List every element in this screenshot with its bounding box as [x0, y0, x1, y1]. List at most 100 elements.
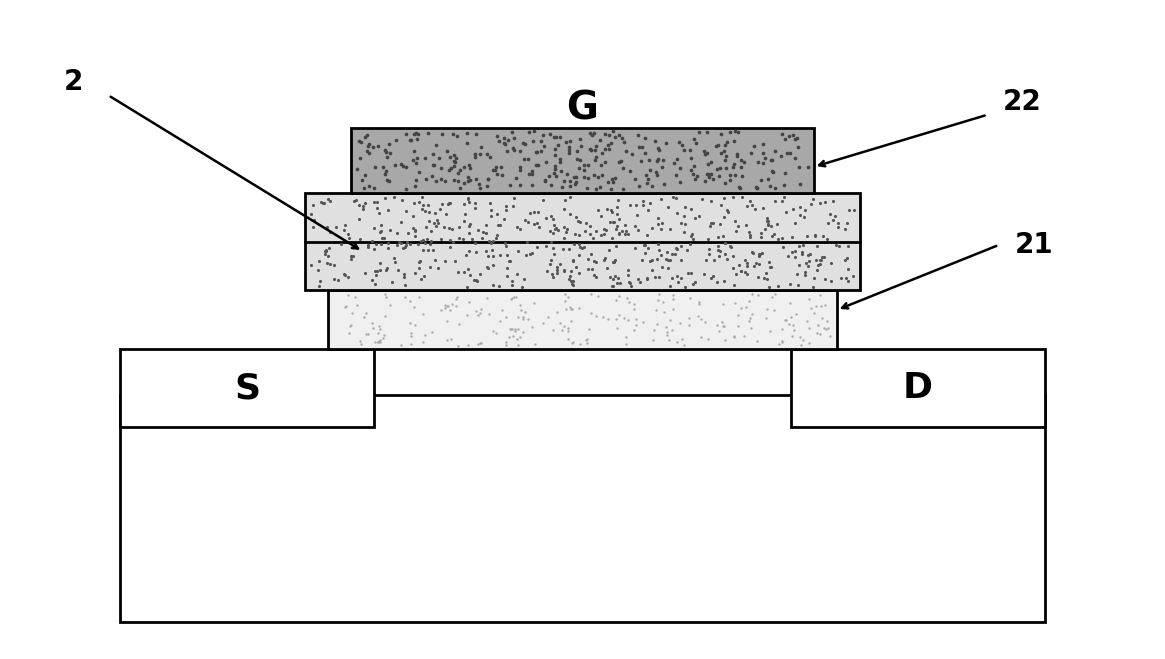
Point [409, 239, 428, 249]
Point [655, 307, 673, 318]
Point [515, 273, 534, 284]
Point [828, 217, 847, 228]
Point [821, 276, 840, 287]
Point [733, 192, 751, 202]
Point [535, 140, 553, 151]
Point [627, 320, 645, 330]
Point [809, 328, 827, 339]
Point [447, 292, 466, 302]
Point [387, 240, 405, 250]
Point [404, 154, 423, 165]
Point [502, 279, 521, 290]
Point [627, 200, 645, 210]
Point [414, 308, 432, 319]
Point [637, 229, 656, 240]
Point [402, 328, 421, 339]
Point [741, 147, 760, 158]
Point [463, 233, 481, 244]
Point [407, 175, 425, 186]
Point [338, 272, 356, 283]
Point [493, 304, 511, 315]
Text: G: G [566, 89, 599, 127]
Point [715, 192, 734, 203]
Point [601, 217, 620, 227]
Point [423, 160, 442, 171]
Point [511, 300, 530, 310]
Point [377, 165, 396, 176]
Point [520, 154, 538, 164]
Point [504, 193, 523, 204]
Point [795, 239, 813, 250]
Point [571, 242, 589, 252]
Point [741, 231, 760, 242]
Point [405, 231, 424, 241]
Point [443, 223, 461, 234]
Point [774, 241, 792, 252]
Point [672, 333, 691, 344]
Point [549, 139, 567, 150]
Point [765, 145, 784, 156]
Point [774, 324, 792, 335]
Point [577, 335, 595, 345]
Point [581, 144, 600, 155]
Point [723, 262, 742, 273]
Point [469, 179, 488, 189]
Point [774, 233, 792, 243]
Point [551, 154, 570, 165]
Point [497, 311, 516, 322]
Point [725, 158, 743, 169]
Point [756, 268, 775, 279]
Point [810, 255, 828, 266]
Point [571, 154, 589, 165]
Point [732, 266, 750, 276]
Point [790, 260, 809, 270]
Point [562, 270, 580, 281]
Point [381, 300, 400, 310]
Point [699, 249, 718, 260]
Point [580, 221, 599, 231]
Point [566, 212, 585, 222]
Point [404, 302, 423, 312]
Point [692, 314, 711, 324]
Point [741, 196, 760, 206]
Point [636, 148, 655, 158]
Point [446, 301, 465, 311]
Point [781, 148, 799, 158]
Point [518, 314, 537, 325]
Point [614, 137, 633, 148]
Point [652, 262, 671, 273]
Point [440, 235, 459, 245]
Point [450, 165, 468, 176]
Point [460, 228, 479, 239]
Point [544, 228, 563, 239]
Point [799, 250, 818, 261]
Point [497, 271, 516, 281]
Point [798, 261, 817, 272]
Point [396, 292, 415, 302]
Point [384, 191, 403, 202]
Point [414, 245, 432, 256]
Point [778, 148, 797, 158]
Point [652, 162, 671, 173]
Point [503, 293, 522, 304]
Point [582, 144, 601, 155]
Point [698, 148, 716, 159]
Point [309, 264, 327, 275]
Point [606, 173, 624, 183]
Point [729, 221, 748, 232]
Point [613, 184, 631, 194]
Point [363, 235, 382, 246]
Point [523, 165, 542, 176]
Point [740, 227, 758, 237]
Point [576, 242, 594, 252]
Point [571, 217, 589, 227]
Point [606, 270, 624, 281]
Point [351, 153, 369, 163]
Point [355, 170, 374, 181]
Point [460, 246, 479, 256]
Point [615, 229, 634, 240]
Point [606, 132, 624, 142]
Point [363, 318, 382, 329]
Point [467, 246, 486, 257]
Point [818, 234, 836, 244]
